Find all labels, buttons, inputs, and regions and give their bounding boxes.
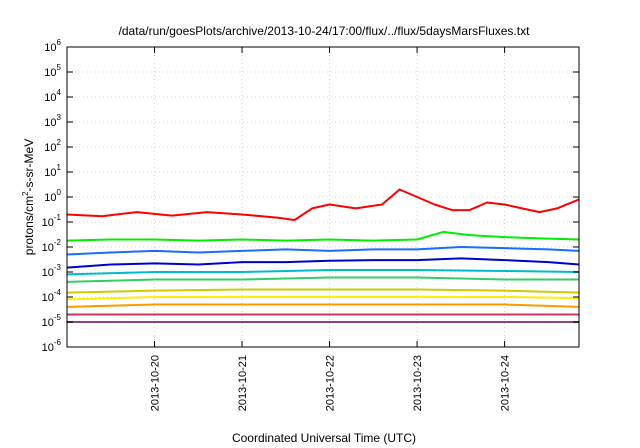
y-tick-label: 102 [44,138,61,154]
series-line-3 [66,257,580,269]
x-axis-label: Coordinated Universal Time (UTC) [232,431,416,445]
y-axis-label: protons/cm2-s-sr-MeV [21,139,36,255]
series-line-5 [66,276,579,283]
y-tick-label: 10-3 [42,263,62,279]
y-tick-label: 100 [44,188,61,204]
series-line-2 [66,246,580,256]
y-axis: 10-6 10-5 10-4 10-3 10-2 10-1 100 101 102 103 104 1… [42,38,579,354]
x-tick-label: 2013-10-23 [412,355,424,411]
x-tick-label: 2013-10-20 [150,355,162,411]
series-line-6 [66,288,580,294]
y-tick-label: 101 [44,163,61,179]
y-tick-label: 10-4 [42,288,62,304]
x-tick-label: 2013-10-21 [237,355,249,411]
series-line-4 [66,269,580,276]
x-tick-label: 2013-10-22 [325,355,337,411]
series-line-7 [66,296,580,301]
y-tick-label: 103 [44,113,61,129]
y-tick-label: 10-5 [42,313,62,329]
grid-lines [67,47,579,347]
y-tick-label: 10-6 [42,338,62,354]
series-line-0 [66,188,580,221]
series-line-8 [66,303,580,308]
y-tick-label: 104 [44,88,61,104]
x-tick-label: 2013-10-24 [500,355,512,411]
series-group [66,188,580,323]
y-tick-label: 106 [44,38,61,54]
y-tick-label: 10-2 [42,238,62,254]
y-tick-label: 105 [44,63,61,79]
series-line-1 [66,230,580,242]
x-axis: 2013-10-20 2013-10-21 2013-10-22 2013-10-23… [150,47,512,411]
y-tick-label: 10-1 [42,213,62,229]
chart-title: /data/run/goesPlots/archive/2013-10-24/1… [119,24,531,38]
